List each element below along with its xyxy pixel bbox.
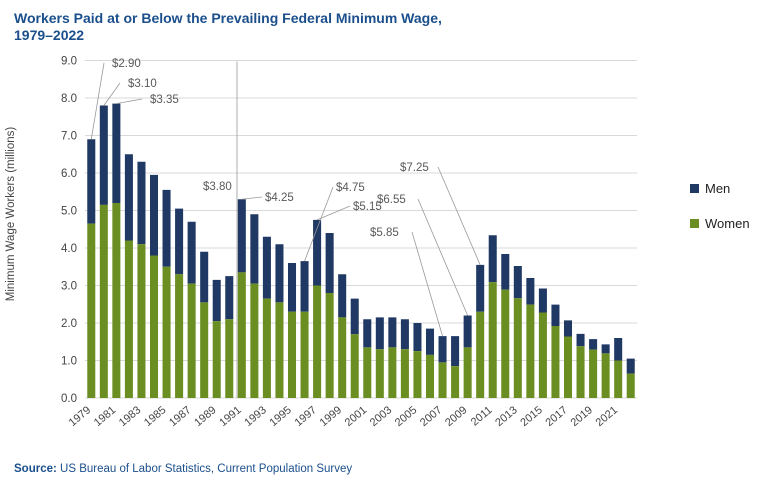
svg-text:1979: 1979 — [67, 404, 93, 429]
svg-text:$3.35: $3.35 — [150, 94, 179, 106]
svg-text:2011: 2011 — [469, 404, 495, 428]
svg-text:5.0: 5.0 — [61, 206, 77, 218]
svg-text:1.0: 1.0 — [61, 356, 77, 368]
svg-text:7.0: 7.0 — [61, 131, 77, 143]
svg-text:$4.25: $4.25 — [265, 192, 294, 204]
svg-text:$2.90: $2.90 — [112, 58, 141, 70]
svg-text:1993: 1993 — [242, 404, 268, 429]
svg-text:1991: 1991 — [217, 404, 243, 429]
svg-text:8.0: 8.0 — [61, 93, 77, 105]
svg-text:$6.55: $6.55 — [377, 194, 406, 206]
svg-text:2007: 2007 — [418, 404, 444, 429]
svg-text:2005: 2005 — [393, 404, 419, 429]
svg-text:1985: 1985 — [142, 404, 168, 429]
svg-text:$3.80: $3.80 — [203, 181, 232, 193]
svg-text:$5.85: $5.85 — [370, 227, 399, 239]
svg-text:6.0: 6.0 — [61, 168, 77, 180]
svg-text:$7.25: $7.25 — [400, 162, 429, 174]
svg-text:2021: 2021 — [594, 404, 620, 429]
svg-text:2019: 2019 — [569, 404, 595, 429]
svg-text:2013: 2013 — [493, 404, 519, 429]
svg-text:2009: 2009 — [443, 404, 469, 429]
svg-text:$3.10: $3.10 — [128, 78, 157, 90]
svg-text:2017: 2017 — [543, 404, 569, 429]
svg-text:9.0: 9.0 — [61, 56, 77, 68]
svg-text:4.0: 4.0 — [61, 243, 77, 255]
svg-text:2015: 2015 — [518, 404, 544, 429]
svg-text:1999: 1999 — [318, 404, 344, 429]
svg-text:1989: 1989 — [192, 404, 218, 429]
svg-text:1987: 1987 — [167, 404, 193, 429]
svg-text:1981: 1981 — [92, 404, 118, 429]
svg-text:2.0: 2.0 — [61, 318, 77, 330]
svg-text:2001: 2001 — [343, 404, 369, 429]
svg-text:3.0: 3.0 — [61, 281, 77, 293]
svg-text:1995: 1995 — [267, 404, 293, 429]
svg-text:1997: 1997 — [293, 404, 319, 429]
svg-text:2003: 2003 — [368, 404, 394, 429]
svg-text:0.0: 0.0 — [61, 393, 77, 405]
svg-text:$4.75: $4.75 — [336, 182, 365, 194]
svg-text:1983: 1983 — [117, 404, 143, 429]
